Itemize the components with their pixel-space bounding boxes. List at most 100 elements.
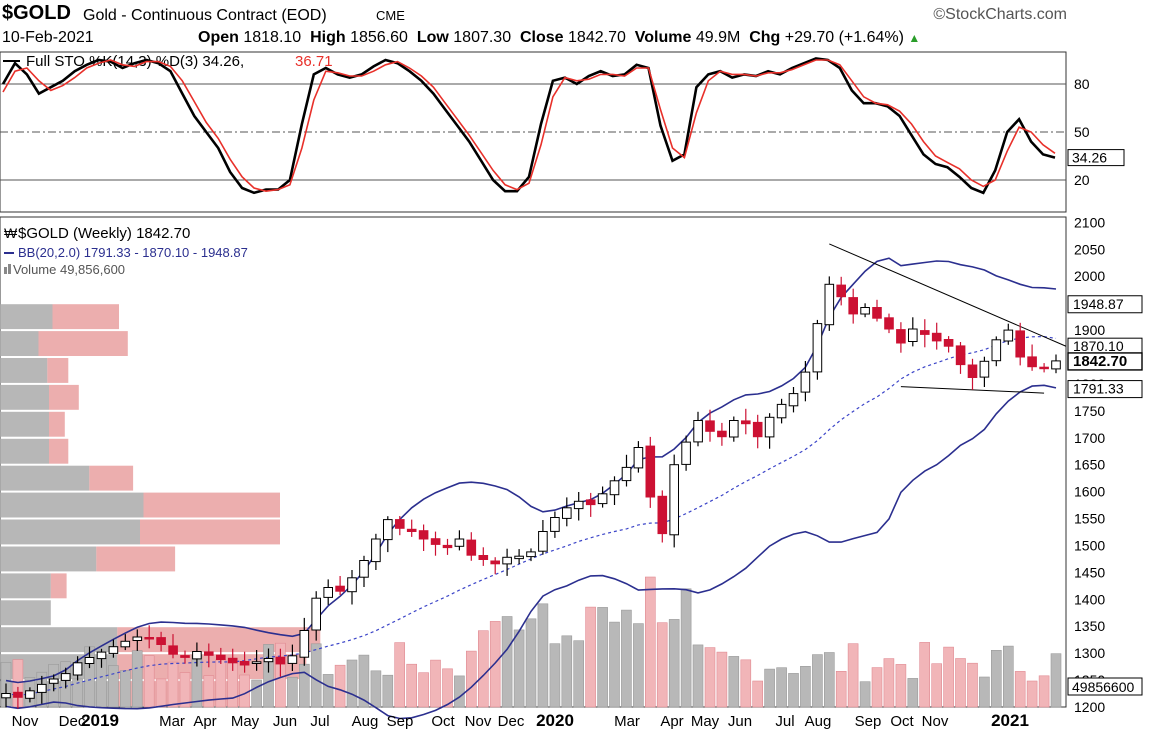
price-tick-label: 1550: [1074, 511, 1105, 527]
candle-body: [72, 662, 83, 676]
candle-body: [657, 495, 668, 535]
x-axis-label: 2019: [81, 711, 119, 730]
volume-bar: [501, 616, 513, 708]
volume-bar: [454, 675, 465, 708]
volume-bar: [263, 644, 274, 708]
candle-body: [800, 371, 811, 393]
volume-bar: [561, 635, 573, 708]
candle-body: [633, 447, 644, 469]
volume-bar: [382, 674, 394, 708]
candle-body: [717, 430, 727, 438]
volume-bar: [298, 663, 310, 708]
brand-logo[interactable]: ©StockCharts.com: [933, 6, 1067, 23]
candle-body: [764, 416, 775, 438]
candle-body: [1015, 330, 1026, 358]
stochastic-tick-label: 50: [1074, 124, 1090, 140]
candle-body: [108, 646, 119, 654]
volume-bar: [334, 664, 346, 708]
vbp-down-bar: [89, 465, 134, 491]
volume-bar: [967, 662, 978, 708]
volume-bar: [776, 667, 787, 708]
candle-body: [752, 421, 763, 438]
candle-body: [502, 556, 512, 565]
x-axis-label: Mar: [614, 713, 640, 730]
price-tick-label: 1650: [1074, 457, 1105, 473]
price-legend: $GOLD (Weekly) 1842.70: [18, 225, 190, 242]
volume-bar: [155, 678, 167, 708]
low-value: 1807.30: [453, 29, 512, 46]
candle-body: [514, 555, 524, 560]
x-axis-label: Nov: [922, 713, 949, 730]
vbp-up-bar: [0, 411, 49, 437]
vbp-up-bar: [0, 438, 49, 464]
quote-row: Open 1818.10 High 1856.60 Low 1807.30 Cl…: [198, 29, 920, 47]
trendline-upper: [829, 243, 1067, 347]
candle-body: [693, 420, 703, 443]
stochastic-tick-label: 80: [1074, 76, 1090, 92]
candle-body: [920, 330, 930, 335]
candle-body: [1003, 329, 1014, 342]
volume-bar: [1050, 653, 1062, 708]
candle-body: [812, 323, 823, 373]
price-panel: 2100205020001950190018501800175017001650…: [0, 214, 1143, 720]
candle-body: [84, 657, 95, 664]
vbp-down-bar: [49, 438, 69, 464]
chg-label: Chg: [749, 29, 781, 46]
x-axis-label: Jun: [273, 713, 297, 730]
candle-body: [37, 683, 47, 693]
up-arrow-icon: ▲: [908, 31, 921, 45]
candle-body: [585, 499, 596, 506]
candle-body: [967, 364, 978, 378]
candle-body: [931, 332, 942, 342]
price-tick-label: 2000: [1074, 268, 1105, 284]
candle-body: [120, 640, 131, 648]
volume-bar: [883, 658, 895, 708]
candle-body: [323, 587, 333, 598]
volume-bar: [322, 674, 334, 708]
volume-legend: Volume 49,856,600: [13, 262, 125, 277]
candle-body: [788, 393, 799, 407]
volume-bar: [644, 576, 656, 708]
high-label: High: [310, 29, 346, 46]
volume-bar: [752, 680, 764, 708]
volume-bar: [251, 679, 262, 708]
volume-bar: [442, 668, 453, 708]
vbp-down-bar: [52, 304, 119, 330]
volume-tag-box: [1067, 677, 1143, 696]
volume-bar: [167, 661, 179, 708]
candle-body: [848, 297, 859, 315]
candle-body: [192, 651, 202, 660]
candle-body: [335, 585, 345, 592]
price-tick-label: 1200: [1074, 699, 1105, 715]
candle-body: [741, 420, 751, 425]
vbp-down-bar: [140, 519, 280, 545]
volume-bar: [823, 652, 835, 708]
volume-bar: [609, 621, 620, 708]
volume-bar: [537, 603, 549, 708]
volume-bar: [680, 588, 692, 708]
candle-body: [430, 538, 441, 545]
volume-bar: [1002, 645, 1014, 708]
volume-bar: [179, 672, 191, 708]
volume-bar: [990, 649, 1002, 708]
vbp-down-bar: [50, 573, 67, 599]
stochastic-last-value: 34.26: [1072, 150, 1107, 166]
x-axis-label: May: [231, 713, 260, 730]
vbp-down-bar: [143, 492, 280, 518]
candle-body: [395, 519, 405, 529]
x-axis-label: Apr: [660, 713, 683, 730]
candle-body: [311, 597, 321, 631]
volume-bar: [489, 621, 501, 708]
volume-bar: [740, 659, 752, 708]
volume-bar: [358, 654, 370, 708]
candle-body: [609, 480, 620, 496]
volume-bar: [931, 663, 943, 708]
price-tag-label: 1948.87: [1073, 296, 1124, 312]
candle-body: [573, 500, 584, 510]
price-tick-label: 2050: [1074, 241, 1105, 257]
x-axis-label: Nov: [12, 713, 39, 730]
candle-body: [824, 283, 835, 326]
chg-value: +29.70 (+1.64%): [784, 29, 904, 46]
volume-label: Volume: [634, 29, 692, 46]
price-tag-box: [1067, 352, 1143, 371]
